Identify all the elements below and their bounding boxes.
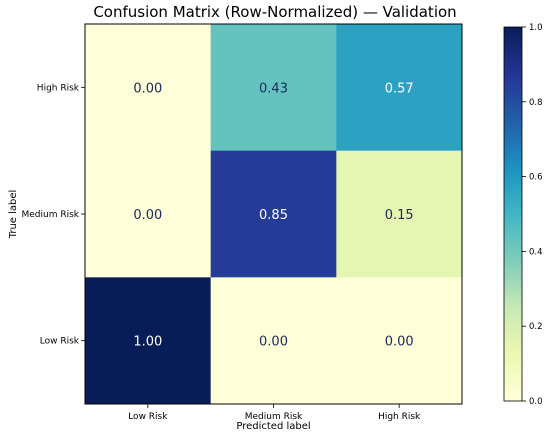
colorbar-tick-label: 0.8 xyxy=(529,98,543,108)
cell-value-label: 0.00 xyxy=(385,335,414,350)
colorbar-tick-label: 0.0 xyxy=(529,397,543,407)
y-tick-label: Medium Risk xyxy=(21,210,79,220)
colorbar-tick-label: 0.4 xyxy=(529,247,543,257)
heatmap-cell xyxy=(210,24,337,152)
x-tick-label: Medium Risk xyxy=(245,412,303,422)
heatmap-cell xyxy=(336,24,463,152)
cell-value-label: 0.43 xyxy=(259,81,288,96)
cell-value-label: 0.57 xyxy=(385,81,414,96)
cell-value-label: 0.00 xyxy=(133,208,162,223)
cell-value-label: 1.00 xyxy=(133,335,162,350)
y-axis-ticks: High Risk Medium Risk Low Risk xyxy=(21,83,85,347)
heatmap-cells xyxy=(85,24,463,405)
y-tick-label: Low Risk xyxy=(40,337,80,347)
colorbar-ticks: 0.0 0.2 0.4 0.6 0.8 1.0 xyxy=(522,23,543,407)
heatmap-cell xyxy=(336,277,463,405)
cell-value-label: 0.00 xyxy=(259,335,288,350)
x-axis-label: Predicted label xyxy=(236,421,310,432)
heatmap-cell-labels: 0.00 0.43 0.57 0.00 0.85 0.15 1.00 0.00 0.00 xyxy=(133,81,413,349)
heatmap-cell xyxy=(85,150,212,278)
heatmap-cell xyxy=(85,277,212,405)
cell-value-label: 0.00 xyxy=(133,81,162,96)
cell-value-label: 0.15 xyxy=(385,208,414,223)
heatmap-cell xyxy=(210,150,337,278)
heatmap-cell xyxy=(336,150,463,278)
colorbar-tick-label: 0.2 xyxy=(529,322,543,332)
colorbar-tick-label: 0.6 xyxy=(529,173,543,183)
x-axis-ticks: Low Risk Medium Risk High Risk xyxy=(128,404,421,422)
heatmap-cell xyxy=(210,277,337,405)
cell-value-label: 0.85 xyxy=(259,208,288,223)
y-axis-label: True label xyxy=(8,190,19,240)
chart-title: Confusion Matrix (Row-Normalized) — Vali… xyxy=(93,3,456,21)
x-tick-label: Low Risk xyxy=(128,412,168,422)
colorbar xyxy=(503,26,523,402)
y-tick-label: High Risk xyxy=(37,83,80,93)
x-tick-label: High Risk xyxy=(378,412,421,422)
colorbar-tick-label: 1.0 xyxy=(529,23,543,33)
heatmap-cell xyxy=(85,24,212,152)
